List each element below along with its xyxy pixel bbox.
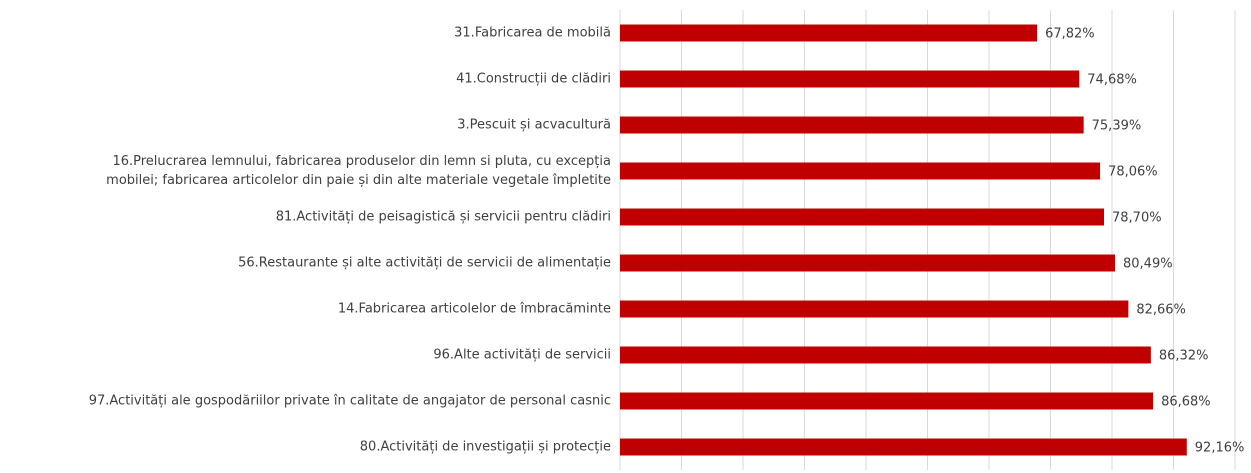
category-label: 81.Activități de peisagistică și servici… [275,209,611,225]
data-label: 74,68% [1087,73,1137,88]
category-label: 31.Fabricarea de mobilă [454,25,611,41]
category-label: 16.Prelucrarea lemnului, fabricarea prod… [106,154,611,188]
bar [620,24,1038,42]
category-label: 96.Alte activități de servicii [433,347,611,363]
bar [620,254,1116,272]
bar [620,392,1154,410]
bar [620,346,1151,364]
category-label: 80.Activități de investigații și protecț… [359,439,611,455]
bar [620,208,1105,226]
bar [620,300,1129,318]
data-label: 78,70% [1112,211,1162,226]
data-label: 67,82% [1045,27,1095,42]
data-label: 82,66% [1136,303,1186,318]
data-label: 78,06% [1108,165,1158,180]
data-label: 80,49% [1123,257,1173,272]
category-label: 3.Pescuit și acvacultură [457,117,611,133]
category-label: 56.Restaurante și alte activități de ser… [238,255,611,271]
data-label: 92,16% [1195,441,1245,456]
category-label: 14.Fabricarea articolelor de îmbracămint… [337,301,611,317]
bar [620,438,1187,456]
bar [620,70,1080,88]
data-label: 86,68% [1161,395,1211,410]
bar [620,162,1101,180]
category-label: 41.Construcții de clădiri [456,71,611,87]
data-label: 75,39% [1092,119,1142,134]
data-label: 86,32% [1159,349,1209,364]
category-label: 97.Activități ale gospodăriilor private … [88,393,611,409]
bar [620,116,1084,134]
